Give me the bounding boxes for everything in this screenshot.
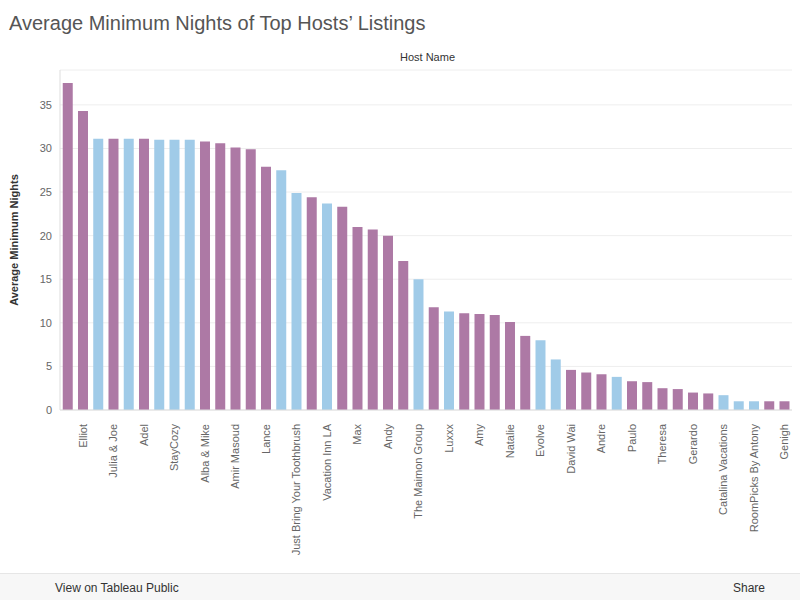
svg-text:Natalie: Natalie bbox=[504, 424, 516, 458]
svg-text:Lance: Lance bbox=[260, 424, 272, 454]
svg-text:Andy: Andy bbox=[382, 424, 394, 450]
svg-text:Luxxx: Luxxx bbox=[443, 424, 455, 453]
html-text:Average Minimum Nights of Top: Average Minimum Nights of Top Hosts’ Lis… bbox=[9, 12, 426, 34]
html-text:Share: Share bbox=[733, 581, 765, 595]
svg-text:Andre: Andre bbox=[595, 424, 607, 453]
svg-text:Theresa: Theresa bbox=[656, 423, 668, 464]
svg-text:Evolve: Evolve bbox=[534, 424, 546, 457]
svg-text:15: 15 bbox=[40, 273, 52, 285]
svg-text:10: 10 bbox=[40, 317, 52, 329]
svg-text:StayCozy: StayCozy bbox=[168, 424, 180, 472]
svg-text:RoomPicks By Antony: RoomPicks By Antony bbox=[748, 424, 760, 533]
svg-text:30: 30 bbox=[40, 142, 52, 154]
svg-text:Max: Max bbox=[351, 424, 363, 445]
svg-text:25: 25 bbox=[40, 186, 52, 198]
svg-text:35: 35 bbox=[40, 99, 52, 111]
svg-text:0: 0 bbox=[46, 404, 52, 416]
svg-text:20: 20 bbox=[40, 230, 52, 242]
svg-text:Adel: Adel bbox=[138, 424, 150, 446]
svg-text:Vacation Inn LA: Vacation Inn LA bbox=[321, 423, 333, 501]
svg-text:Alba & Mike: Alba & Mike bbox=[199, 424, 211, 483]
svg-text:The Maimon Group: The Maimon Group bbox=[412, 424, 424, 519]
svg-text:Elliot: Elliot bbox=[77, 424, 89, 448]
svg-text:Amir Masoud: Amir Masoud bbox=[229, 424, 241, 489]
svg-text:Paulo: Paulo bbox=[626, 424, 638, 452]
svg-text:Genigh: Genigh bbox=[778, 424, 790, 459]
svg-text:Amy: Amy bbox=[473, 424, 485, 447]
html-text:Host Name: Host Name bbox=[400, 51, 455, 63]
svg-text:Gerardo: Gerardo bbox=[687, 424, 699, 464]
svg-text:David Wai: David Wai bbox=[565, 424, 577, 474]
svg-text:5: 5 bbox=[46, 360, 52, 372]
html-text:View on Tableau Public: View on Tableau Public bbox=[55, 581, 179, 595]
svg-text:Just Bring Your Toothbrush: Just Bring Your Toothbrush bbox=[290, 424, 302, 555]
svg-text:Julia & Joe: Julia & Joe bbox=[107, 424, 119, 478]
svg-text:Catalina Vacations: Catalina Vacations bbox=[717, 424, 729, 515]
svg-text:Average Minimum Nights: Average Minimum Nights bbox=[8, 174, 20, 306]
